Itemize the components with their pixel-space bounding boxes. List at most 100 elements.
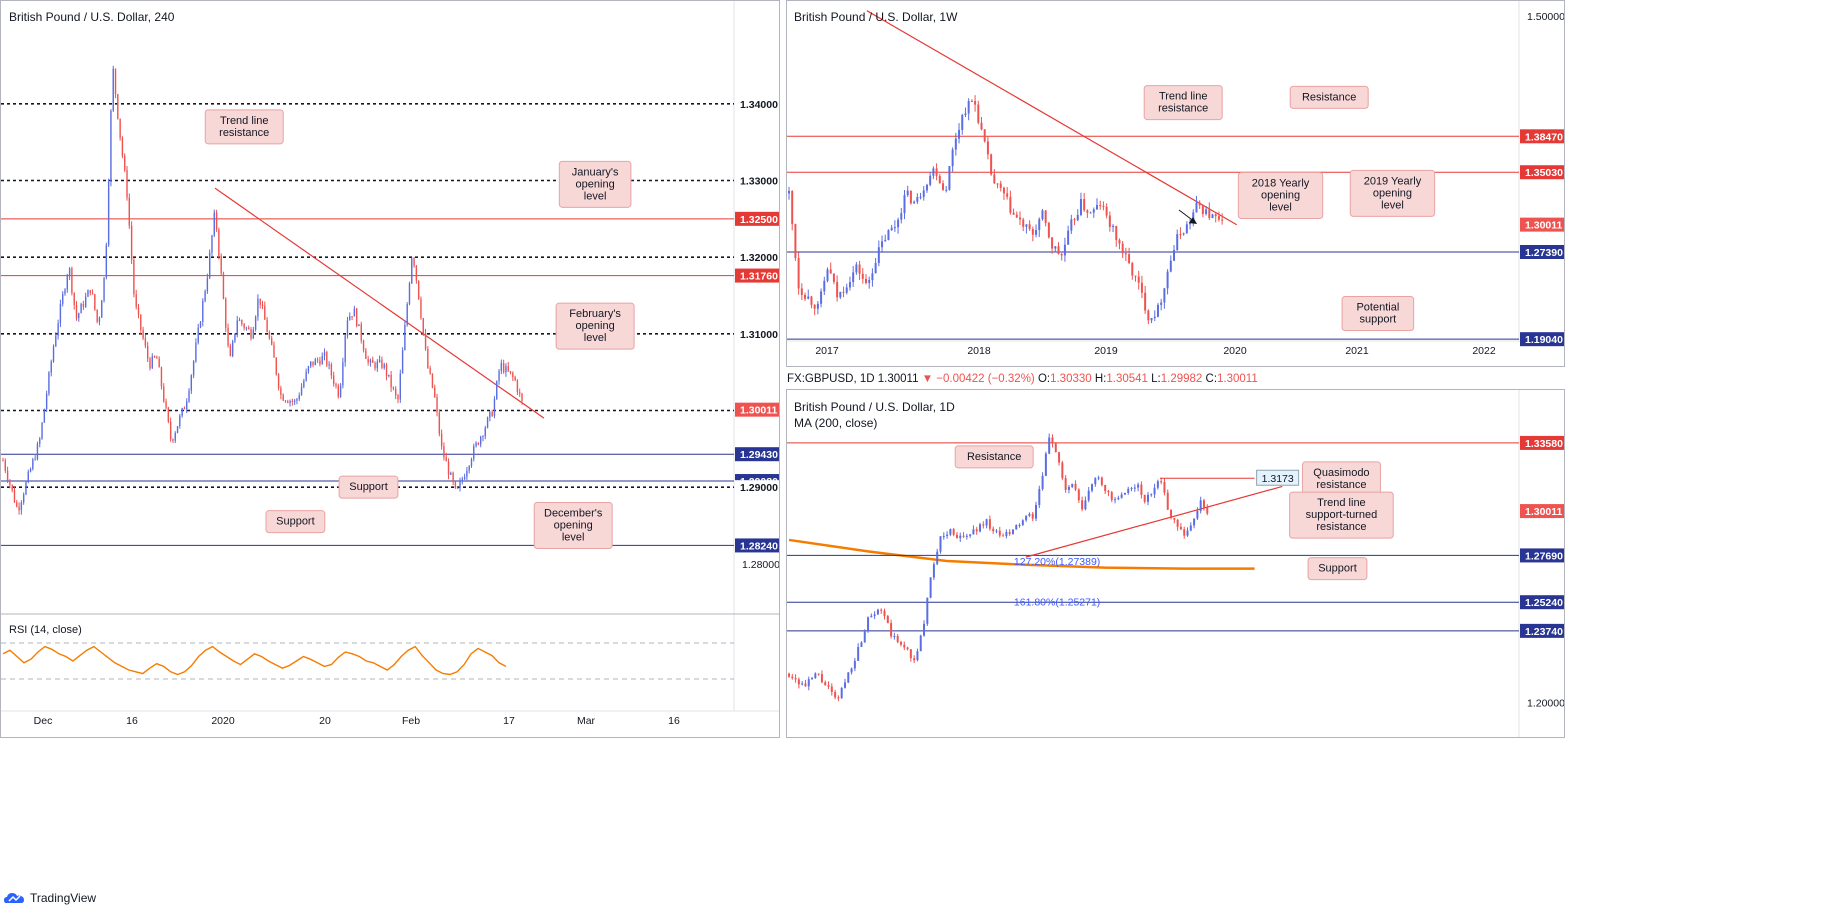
candle-body: [500, 363, 503, 371]
candle-body: [457, 487, 459, 489]
candle-body: [174, 432, 176, 441]
annotation-text: support: [1360, 313, 1397, 325]
candle-body: [855, 264, 858, 273]
level-label-1.27390: 1.27390: [1525, 247, 1563, 259]
candle-body: [169, 421, 172, 440]
candle-body: [1100, 477, 1103, 485]
candle-body: [1214, 214, 1217, 217]
candle-body: [211, 235, 213, 253]
candle-body: [75, 305, 78, 319]
candle-body: [979, 524, 982, 532]
candle-body: [1022, 219, 1025, 227]
annotation-box: [1143, 85, 1223, 121]
candle-body: [332, 375, 335, 384]
candle-body: [1028, 513, 1031, 516]
candle-body: [32, 459, 34, 469]
annotation-text: Support: [349, 481, 388, 493]
chart-4h-svg[interactable]: Dec 16 2020 20 Feb 17 Mar 161.280001.340001.330…: [1, 1, 780, 738]
chart-title: British Pound / U.S. Dollar, 240: [9, 10, 175, 24]
candle-body: [385, 364, 388, 376]
trend-line: [1025, 485, 1283, 558]
candle-body: [101, 300, 103, 318]
annotation-text: Trend line: [1159, 91, 1208, 103]
candle-body: [876, 609, 879, 615]
candle-body: [142, 329, 144, 339]
candle-body: [270, 338, 273, 345]
level-tag-1.27690: [1520, 548, 1564, 563]
candle-body: [967, 101, 970, 114]
candle-body: [1096, 205, 1099, 210]
candle-body: [1012, 212, 1015, 215]
candle-body: [512, 372, 514, 378]
candle-body: [995, 530, 998, 532]
candle-body: [261, 304, 264, 306]
chart-panel-weekly[interactable]: 2017 2018 2019 2020 2021 2022 1.50000 1.38470 1.…: [786, 0, 1565, 367]
candle-body: [516, 380, 519, 393]
candle-body: [863, 630, 866, 643]
candle-body: [160, 367, 163, 387]
candle-body: [505, 366, 507, 373]
candle-body: [1153, 487, 1156, 495]
candle-body: [974, 101, 977, 105]
candle-body: [188, 390, 190, 402]
chart-daily-svg[interactable]: AugSepOctNovDec2020FebMarAprMay1.200001.…: [787, 390, 1565, 738]
candle-body: [319, 360, 321, 365]
candle-body: [1118, 240, 1121, 244]
candle-body: [982, 524, 985, 526]
candle-body: [431, 373, 434, 388]
chart-title: British Pound / U.S. Dollar, 1D: [794, 400, 955, 414]
candle-body: [897, 219, 900, 228]
candle-body: [452, 472, 454, 483]
level-tag-1.28240: [735, 538, 779, 553]
chart-panel-daily[interactable]: AugSepOctNovDec2020FebMarAprMay1.200001.…: [786, 389, 1565, 738]
candle-body: [797, 679, 800, 685]
level-tag-1.33000: [735, 173, 779, 188]
candle-body: [234, 333, 236, 342]
candle-body: [29, 468, 32, 472]
candle-body: [1123, 492, 1126, 495]
candle-body: [22, 494, 25, 503]
candle-body: [110, 110, 112, 183]
candle-body: [1035, 230, 1038, 235]
candle-body: [1115, 225, 1118, 241]
candle-body: [1067, 230, 1070, 245]
ma-200-line: [788, 538, 1255, 570]
candle-body: [977, 104, 980, 123]
candle-body: [1131, 263, 1134, 276]
candle-body: [1019, 217, 1022, 220]
candle-body: [1120, 494, 1123, 498]
candle-body: [857, 646, 860, 661]
candle-body: [858, 264, 861, 274]
chart-weekly-svg[interactable]: 2017 2018 2019 2020 2021 2022 1.50000 1.38470 1.…: [787, 1, 1565, 367]
candle-body: [121, 137, 124, 156]
candle-body: [1009, 196, 1012, 213]
candle-body: [459, 481, 461, 488]
candle-body: [50, 361, 52, 373]
annotation-text: opening: [576, 320, 615, 332]
candle-body: [1060, 253, 1063, 256]
candle-body: [992, 528, 995, 532]
candle-body: [264, 305, 266, 320]
candle-body: [964, 113, 967, 115]
candle-body: [415, 265, 418, 281]
annotation-text: resistance: [219, 127, 269, 139]
fib-label: 161.80%(1.25271): [1014, 597, 1100, 609]
candle-body: [477, 442, 480, 445]
candle-body: [397, 395, 399, 400]
annotation-text: Support: [276, 516, 315, 528]
candle-body: [1025, 515, 1028, 521]
candle-body: [436, 397, 438, 413]
candle-body: [215, 212, 218, 230]
candle-body: [922, 190, 925, 197]
open-value: 1.30330: [1050, 373, 1092, 385]
candle-body: [932, 168, 935, 176]
candle-body: [68, 268, 71, 276]
candle-body: [926, 597, 929, 624]
candle-body: [883, 610, 886, 616]
chart-panel-4h[interactable]: Dec 16 2020 20 Feb 17 Mar 16 1.28000 1.34000 1.330…: [0, 0, 780, 738]
candle-body: [899, 642, 902, 645]
candle-body: [365, 350, 367, 359]
candle-body: [417, 280, 420, 300]
x-tick-label: 2020: [1223, 345, 1247, 357]
x-tick-label: Feb: [402, 715, 420, 727]
